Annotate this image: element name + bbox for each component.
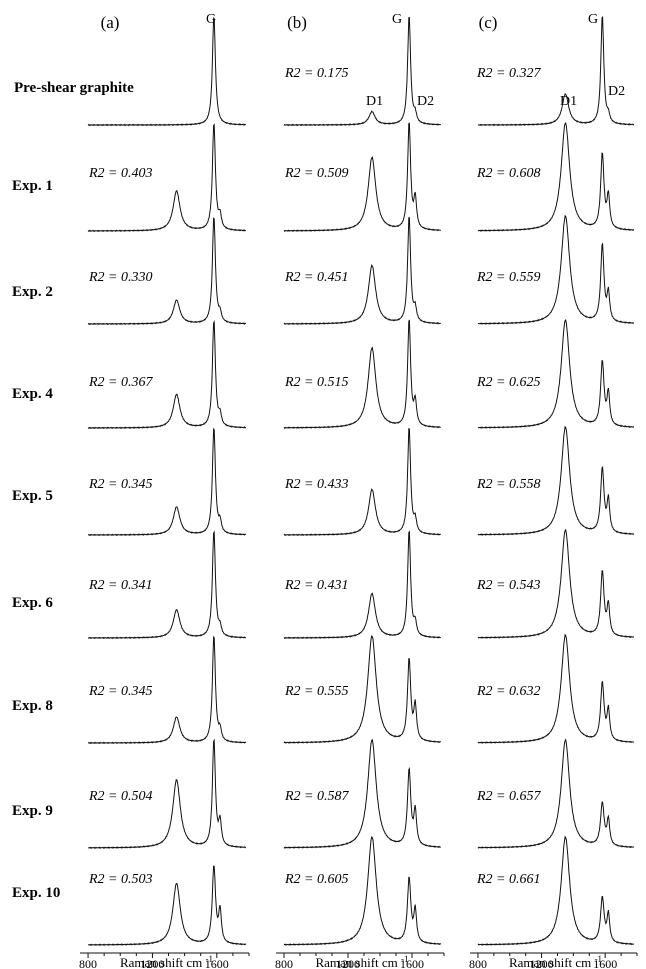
spectrum-line (283, 428, 441, 537)
spectrum-line (283, 836, 442, 946)
r2-annotation: R2 = 0.515 (284, 375, 349, 390)
spectrum-line (87, 865, 247, 947)
r2-annotation: R2 = 0.504 (88, 789, 153, 804)
r2-annotation: R2 = 0.431 (284, 578, 349, 593)
spectrum-line (88, 635, 247, 745)
row-label: Exp. 10 (12, 885, 60, 901)
r2-annotation: R2 = 0.587 (284, 789, 349, 804)
spectrum-line (87, 217, 247, 326)
spectrum-line (283, 738, 442, 849)
spectrum-line (477, 318, 635, 429)
r2-annotation: R2 = 0.605 (284, 872, 349, 887)
spectrum-line (477, 633, 635, 744)
x-tick-label: 1600 (400, 957, 424, 969)
x-tick-label: 1600 (205, 957, 229, 969)
r2-annotation: R2 = 0.327 (476, 66, 541, 81)
spectrum-line (283, 122, 442, 232)
spectrum-line (87, 738, 247, 849)
spectrum-line (477, 15, 635, 127)
r2-annotation: R2 = 0.625 (476, 375, 541, 390)
x-axis-label: Raman shift cm -1 (509, 954, 602, 969)
x-tick-label: 1600 (593, 957, 617, 969)
spectrum-line (283, 319, 441, 429)
r2-annotation: R2 = 0.345 (88, 477, 153, 492)
row-label: Exp. 5 (12, 488, 53, 504)
row-label: Pre-shear graphite (14, 80, 134, 96)
spectrum-line (283, 217, 441, 326)
x-tick-label: 1200 (336, 957, 360, 969)
r2-annotation: R2 = 0.632 (476, 684, 541, 699)
spectrum-line (87, 427, 247, 537)
r2-annotation: R2 = 0.433 (284, 477, 349, 492)
spectrum-line (477, 122, 635, 232)
row-label: Exp. 6 (12, 595, 53, 611)
spectrum-line (87, 16, 247, 127)
spectrum-line (477, 738, 635, 849)
r2-annotation: R2 = 0.608 (476, 166, 541, 181)
r2-annotation: R2 = 0.341 (88, 578, 153, 593)
r2-annotation: R2 = 0.403 (88, 166, 153, 181)
r2-annotation: R2 = 0.555 (284, 684, 349, 699)
peak-label-d1: D1 (366, 94, 383, 109)
panel-label: (b) (287, 13, 307, 32)
row-label: Exp. 2 (12, 284, 53, 300)
spectrum-line (283, 530, 441, 640)
x-axis-label: Raman shift cm -1 (120, 954, 213, 969)
x-axis-label: Raman shift cm -1 (315, 954, 408, 969)
peak-label-d2: D2 (417, 94, 434, 109)
r2-annotation: R2 = 0.543 (476, 578, 541, 593)
peak-label-g: G (392, 12, 402, 27)
r2-annotation: R2 = 0.503 (88, 872, 153, 887)
spectrum-line (283, 634, 442, 744)
r2-annotation: R2 = 0.345 (88, 684, 153, 699)
row-label: Exp. 1 (12, 178, 53, 194)
spectrum-line (87, 320, 247, 430)
x-tick-label: 800 (79, 957, 97, 969)
panel-label: (a) (101, 13, 120, 32)
spectrum-line (477, 835, 635, 946)
x-tick-label: 1200 (140, 957, 164, 969)
r2-annotation: R2 = 0.559 (476, 270, 541, 285)
spectrum-line (477, 425, 635, 536)
panel-label: (c) (479, 13, 498, 32)
r2-annotation: R2 = 0.657 (476, 789, 541, 804)
r2-annotation: R2 = 0.558 (476, 477, 541, 492)
x-tick-label: 800 (275, 957, 293, 969)
spectrum-line (87, 123, 247, 233)
r2-annotation: R2 = 0.509 (284, 166, 349, 181)
r2-annotation: R2 = 0.367 (88, 375, 153, 390)
spectrum-line (87, 530, 247, 640)
r2-annotation: R2 = 0.175 (284, 66, 349, 81)
row-label: Exp. 9 (12, 803, 53, 819)
x-tick-label: 800 (469, 957, 487, 969)
r2-annotation: R2 = 0.451 (284, 270, 349, 285)
row-label: Exp. 4 (12, 386, 53, 402)
spectrum-line (283, 16, 442, 127)
peak-label-g: G (588, 12, 598, 27)
spectrum-line (477, 528, 635, 639)
row-label: Exp. 8 (12, 698, 53, 714)
r2-annotation: R2 = 0.661 (476, 872, 541, 887)
spectrum-line (477, 214, 635, 325)
peak-label-g: G (206, 12, 216, 27)
peak-label-d2: D2 (608, 84, 625, 99)
x-tick-label: 1200 (530, 957, 554, 969)
r2-annotation: R2 = 0.330 (88, 270, 153, 285)
